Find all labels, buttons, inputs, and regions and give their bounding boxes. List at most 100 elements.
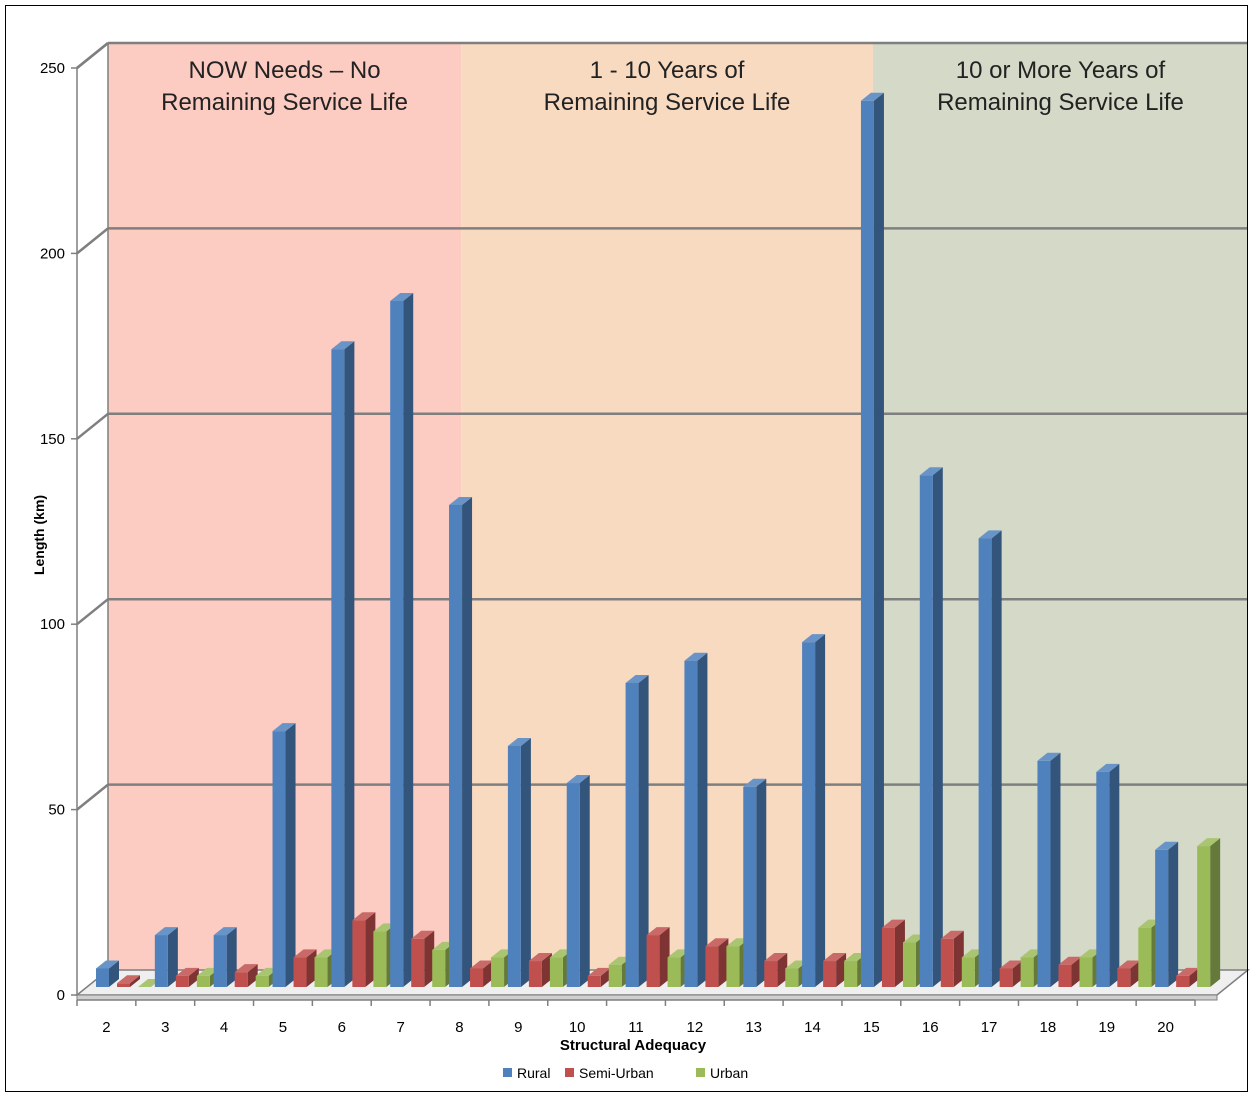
x-tick-label-20: 20 — [1157, 1019, 1174, 1036]
bar-semi-urban-4 — [234, 964, 258, 987]
bar-rural-2 — [96, 960, 119, 987]
bar-top — [860, 92, 884, 101]
bar-top — [743, 778, 767, 787]
x-tick-label-11: 11 — [628, 1019, 644, 1036]
bar-top — [154, 927, 178, 936]
bar-front — [902, 942, 916, 987]
bar-front — [1058, 964, 1072, 987]
bar-side — [718, 938, 729, 987]
bar-top — [528, 953, 552, 962]
bar-side — [815, 634, 826, 987]
bar-top — [999, 960, 1023, 969]
bar-side — [226, 927, 237, 987]
x-tick-label-16: 16 — [922, 1019, 939, 1036]
x-tick-label-2: 2 — [102, 1019, 110, 1036]
region-1-label-line1: NOW Needs – No — [188, 57, 380, 84]
bar-side — [953, 930, 964, 987]
bar-front — [823, 961, 837, 987]
bar-side — [600, 967, 611, 987]
region-2-label-line2: Remaining Service Life — [544, 89, 791, 116]
bar-top — [96, 960, 119, 969]
bar-front — [860, 100, 874, 987]
x-axis-label: Structural Adequacy — [560, 1037, 707, 1054]
bar-front — [175, 975, 189, 987]
region-1-label-line2: Remaining Service Life — [161, 89, 408, 116]
y-tick-label-250: 250 — [40, 60, 65, 77]
bar-front — [1037, 760, 1051, 987]
bar-top — [117, 975, 140, 984]
bar-side — [1210, 838, 1221, 987]
bar-top — [1096, 763, 1120, 772]
x-tick-label-4: 4 — [220, 1019, 228, 1036]
bar-front — [390, 301, 404, 987]
bar-top — [331, 341, 355, 350]
region-labels: NOW Needs – No Remaining Service Life 1 - … — [161, 57, 1184, 116]
bar-front — [1117, 968, 1131, 987]
bar-side — [932, 467, 943, 987]
bar-side — [1012, 960, 1023, 987]
background-regions — [108, 43, 1248, 970]
gridline-side-50 — [76, 783, 109, 811]
bar-side — [659, 927, 670, 987]
bar-front — [802, 642, 816, 987]
bar-front — [549, 957, 563, 987]
bar-rural-3 — [154, 927, 178, 987]
bar-rural-16 — [919, 467, 943, 987]
bar-front — [625, 682, 639, 987]
bar-front — [1138, 927, 1152, 987]
bar-front — [684, 660, 698, 987]
bar-semi-urban-18 — [1058, 956, 1082, 987]
bar-semi-urban-8 — [470, 960, 494, 987]
bar-top — [175, 967, 199, 976]
bar-semi-urban-19 — [1117, 960, 1141, 987]
x-tick-label-17: 17 — [981, 1019, 998, 1036]
bar-front — [940, 938, 954, 987]
floor-edge — [76, 994, 1218, 1001]
bar-rural-13 — [743, 778, 767, 987]
y-tick-label-200: 200 — [40, 245, 65, 262]
bar-front — [1176, 975, 1190, 987]
gridline-side-100 — [76, 598, 109, 626]
bar-top — [411, 930, 435, 939]
bar-front — [411, 938, 425, 987]
bar-front — [566, 783, 580, 987]
bar-front — [881, 927, 895, 987]
bar-front — [449, 504, 463, 987]
bar-front — [96, 968, 109, 987]
bar-side — [1130, 960, 1141, 987]
bar-side — [188, 967, 199, 987]
legend-label-urban: Urban — [710, 1065, 748, 1081]
bar-top — [823, 953, 847, 962]
bar-front — [1155, 849, 1169, 987]
bar-front — [785, 968, 799, 987]
bar-front — [117, 983, 130, 987]
bar-semi-urban-7 — [411, 930, 435, 987]
bar-top — [272, 723, 296, 732]
bar-top — [764, 953, 788, 962]
gridline-side-200 — [76, 227, 109, 255]
bar-front — [432, 949, 446, 987]
bar-side — [697, 652, 708, 987]
bar-semi-urban-2 — [117, 975, 140, 987]
bar-top — [390, 293, 414, 302]
bar-front — [234, 972, 248, 987]
region-3-label-line1: 10 or More Years of — [956, 57, 1166, 84]
bar-side — [403, 293, 414, 987]
bar-front — [1197, 846, 1211, 987]
bar-semi-urban-9 — [528, 953, 552, 987]
bar-front — [919, 475, 933, 987]
bar-top — [293, 949, 317, 958]
bar-front — [352, 920, 366, 987]
bar-front — [470, 968, 484, 987]
bar-side — [285, 723, 296, 987]
bar-front — [293, 957, 307, 987]
bar-front — [646, 935, 660, 987]
bar-side — [1050, 752, 1061, 987]
bar-front — [726, 946, 740, 987]
bar-rural-4 — [213, 927, 237, 987]
bar-side — [424, 930, 435, 987]
bar-rural-7 — [390, 293, 414, 987]
bar-rural-20 — [1155, 841, 1179, 987]
bar-front — [764, 961, 778, 987]
bar-top — [507, 737, 531, 746]
